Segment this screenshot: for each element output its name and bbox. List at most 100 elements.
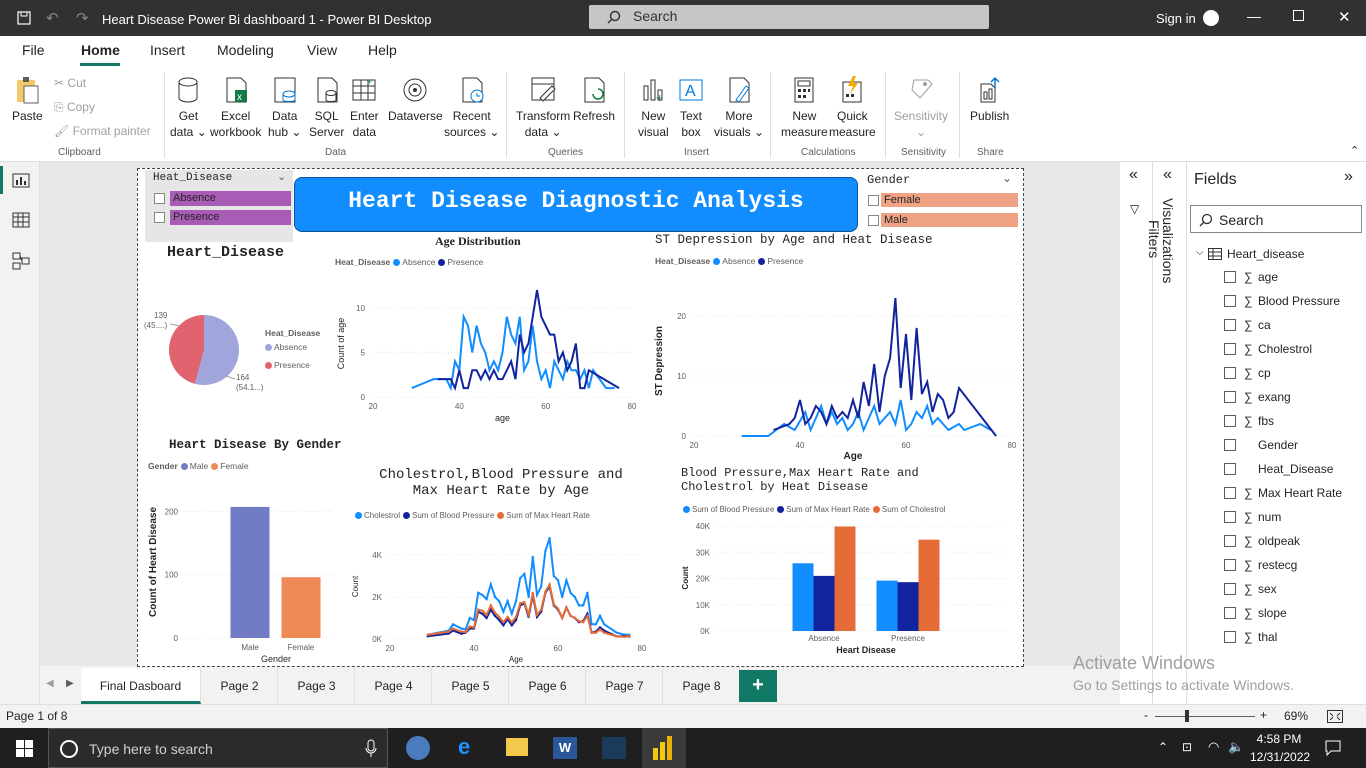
menu-file[interactable]: File	[22, 42, 45, 58]
heart-disease-slicer[interactable]: Heat_Disease ⌄ Absence Presence	[145, 170, 293, 242]
data-hub-button[interactable]: Data hub ⌄	[268, 76, 301, 140]
menu-modeling[interactable]: Modeling	[217, 42, 274, 58]
report-page[interactable]	[137, 168, 1024, 667]
pie-chart[interactable]: 139(45....) 164(54.1...)	[140, 300, 330, 400]
fit-to-page-icon[interactable]	[1327, 710, 1343, 723]
excel-workbook-button[interactable]: x Excel workbook	[210, 76, 261, 140]
menu-help[interactable]: Help	[368, 42, 397, 58]
field-checkbox[interactable]	[1224, 367, 1236, 379]
file-explorer-icon[interactable]	[506, 738, 528, 756]
more-visuals-button[interactable]: More visuals ⌄	[714, 76, 764, 140]
gender-item-male[interactable]: Male	[881, 213, 1018, 227]
gender-item-female[interactable]: Female	[881, 193, 1018, 207]
new-measure-button[interactable]: New measure	[781, 76, 828, 140]
tab-scroll-left-icon[interactable]: ◀	[46, 678, 54, 689]
sql-server-button[interactable]: SQL Server	[309, 76, 344, 140]
paste-button[interactable]: Paste	[12, 76, 43, 124]
collapse-ribbon-icon[interactable]: ⌃	[1350, 145, 1360, 157]
refresh-button[interactable]: Refresh	[573, 76, 615, 124]
age-distribution-chart[interactable]: 10 5 020 40 60 80 age Count of age	[332, 270, 642, 430]
field-checkbox[interactable]	[1224, 607, 1236, 619]
field-item[interactable]: ∑ restecg	[1224, 558, 1297, 572]
field-item[interactable]: Gender	[1224, 438, 1298, 452]
zoom-out-button[interactable]: -	[1144, 708, 1148, 722]
close-icon[interactable]: ✕	[1338, 9, 1351, 26]
field-checkbox[interactable]	[1224, 415, 1236, 427]
tray-chevron-icon[interactable]: ⌃	[1158, 740, 1169, 754]
field-item[interactable]: ∑ cp	[1224, 366, 1271, 380]
clock-time[interactable]: 4:58 PM	[1256, 732, 1302, 746]
field-item[interactable]: ∑ sex	[1224, 582, 1277, 596]
tab-6[interactable]: Page 6	[510, 668, 586, 704]
menu-view[interactable]: View	[307, 42, 338, 58]
data-view-icon[interactable]	[12, 212, 30, 228]
dataverse-button[interactable]: Dataverse	[388, 76, 443, 124]
tab-1[interactable]: Final Dasboard	[81, 668, 201, 704]
save-icon[interactable]	[16, 10, 32, 26]
clock-date[interactable]: 12/31/2022	[1250, 750, 1311, 764]
field-checkbox[interactable]	[1224, 391, 1236, 403]
minimize-icon[interactable]: —	[1247, 8, 1261, 24]
field-item[interactable]: ∑ slope	[1224, 606, 1287, 620]
cut-button[interactable]: ✂ Cut	[54, 75, 86, 91]
field-checkbox[interactable]	[1224, 319, 1236, 331]
gender-slicer-chevron-icon[interactable]: ⌄	[1002, 171, 1013, 185]
field-item[interactable]: ∑ oldpeak	[1224, 534, 1300, 548]
table-name[interactable]: Heart_disease	[1227, 247, 1305, 261]
network-icon[interactable]: ⊡	[1182, 740, 1193, 754]
menu-home[interactable]: Home	[81, 42, 120, 58]
taskbar-app-icon[interactable]	[602, 737, 626, 759]
report-view-icon[interactable]	[12, 172, 30, 188]
sign-in-link[interactable]: Sign in	[1156, 11, 1196, 26]
field-checkbox[interactable]	[1224, 295, 1236, 307]
volume-icon[interactable]: 🔈	[1228, 739, 1245, 754]
add-page-button[interactable]: +	[739, 670, 777, 702]
chol-line-chart[interactable]: 4K 2K 0K 20 40 60 80 Age Count	[348, 524, 654, 666]
tab-8[interactable]: Page 8	[664, 668, 740, 704]
field-item[interactable]: ∑ thal	[1224, 630, 1277, 644]
avatar[interactable]	[1203, 10, 1219, 26]
gender-checkbox-male[interactable]	[868, 215, 879, 226]
copy-button[interactable]: ⎘ Copy	[54, 99, 95, 115]
edge-icon[interactable]: e	[458, 734, 471, 759]
sensitivity-button[interactable]: Sensitivity ⌄	[894, 76, 948, 140]
bp-clustered-bar-chart[interactable]: 40K 30K 20K 10K 0K Absence Presence Heart Disea…	[676, 516, 1016, 660]
tab-scroll-right-icon[interactable]: ▶	[66, 678, 74, 689]
slicer-item-presence[interactable]: Presence	[170, 210, 291, 225]
collapse-fields-icon[interactable]: »	[1344, 168, 1353, 185]
tab-2[interactable]: Page 2	[202, 668, 278, 704]
slicer-item-absence[interactable]: Absence	[170, 191, 291, 206]
expand-filters-icon[interactable]: «	[1129, 166, 1138, 183]
field-item[interactable]: ∑ Max Heart Rate	[1224, 486, 1342, 500]
zoom-in-button[interactable]: +	[1260, 708, 1268, 722]
windows-start-icon[interactable]	[16, 740, 33, 757]
field-item[interactable]: ∑ num	[1224, 510, 1281, 524]
visualizations-pane-collapsed[interactable]: « Visualizations	[1154, 162, 1187, 704]
new-visual-button[interactable]: + New visual	[638, 76, 669, 140]
restore-icon[interactable]	[1293, 10, 1304, 21]
field-checkbox[interactable]	[1224, 487, 1236, 499]
field-item[interactable]: ∑ Cholestrol	[1224, 342, 1312, 356]
field-item[interactable]: ∑ Blood Pressure	[1224, 294, 1340, 308]
field-checkbox[interactable]	[1224, 271, 1236, 283]
gender-slicer[interactable]: Gender ⌄ Female Male	[864, 170, 1020, 232]
slicer-chevron-icon[interactable]: ⌄	[277, 171, 287, 183]
publish-button[interactable]: Publish	[970, 76, 1009, 124]
table-expand-chevron-icon[interactable]: ⌵	[1196, 247, 1204, 258]
taskbar-search-box[interactable]: Type here to search	[48, 728, 388, 768]
tab-4[interactable]: Page 4	[356, 668, 432, 704]
field-checkbox[interactable]	[1224, 463, 1236, 475]
field-item[interactable]: Heat_Disease	[1224, 462, 1333, 476]
microphone-icon[interactable]	[365, 739, 377, 759]
field-checkbox[interactable]	[1224, 559, 1236, 571]
tab-5[interactable]: Page 5	[433, 668, 509, 704]
field-item[interactable]: ∑ fbs	[1224, 414, 1274, 428]
recent-sources-button[interactable]: Recent sources ⌄	[444, 76, 499, 140]
get-data-button[interactable]: Get data ⌄	[170, 76, 207, 140]
text-box-button[interactable]: A Text box	[678, 76, 704, 140]
quick-measure-button[interactable]: Quick measure	[829, 76, 876, 140]
filters-pane-collapsed[interactable]: « ▽ Filters	[1120, 162, 1162, 704]
model-view-icon[interactable]	[12, 252, 30, 270]
field-checkbox[interactable]	[1224, 511, 1236, 523]
